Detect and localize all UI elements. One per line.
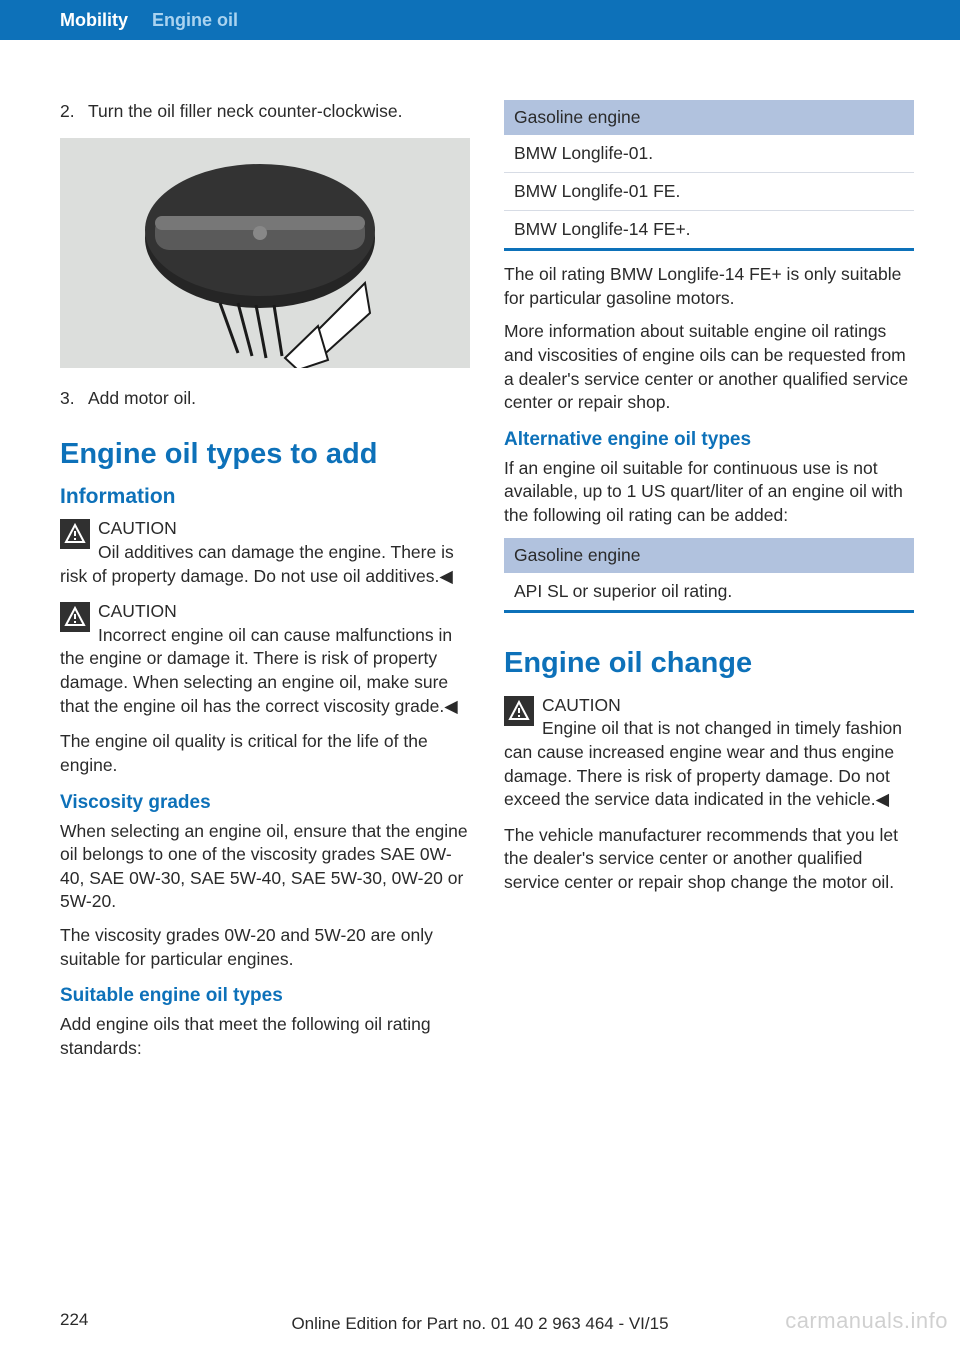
caution-label: CAUTION (98, 601, 177, 621)
header-section: Engine oil (152, 10, 238, 31)
right-p2: More information about suitable engine o… (504, 320, 914, 415)
heading-oil-change: Engine oil change (504, 647, 914, 680)
caution-icon (504, 696, 534, 726)
table-gasoline-engine: Gasoline engine BMW Longlife-01. BMW Lon… (504, 100, 914, 251)
caution-additives: CAUTION Oil additives can damage the eng… (60, 517, 470, 588)
caution-icon (60, 519, 90, 549)
watermark: carmanuals.info (785, 1308, 948, 1334)
table-row: BMW Longlife-01 FE. (504, 173, 914, 211)
heading-information: Information (60, 485, 470, 509)
step-3-text: Add motor oil. (88, 387, 196, 411)
header-chapter: Mobility (60, 10, 128, 31)
oil-quality-text: The engine oil quality is critical for t… (60, 730, 470, 777)
caution-oil-change: CAUTION Engine oil that is not changed i… (504, 694, 914, 812)
heading-suitable: Suitable engine oil types (60, 985, 470, 1007)
step-2: 2. Turn the oil filler neck counter-cloc… (60, 100, 470, 124)
table-row: API SL or superior oil rating. (504, 573, 914, 613)
step-2-num: 2. (60, 100, 88, 124)
header-bar: Mobility Engine oil (0, 0, 960, 40)
caution-wrong-oil: CAUTION Incorrect engine oil can cause m… (60, 600, 470, 718)
caution-label: CAUTION (542, 695, 621, 715)
alt-p: If an engine oil suitable for continuous… (504, 457, 914, 528)
table-header: Gasoline engine (504, 100, 914, 135)
right-p1: The oil rating BMW Longlife-14 FE+ is on… (504, 263, 914, 310)
right-column: Gasoline engine BMW Longlife-01. BMW Lon… (504, 100, 914, 1071)
caution-label: CAUTION (98, 518, 177, 538)
table-row: BMW Longlife-01. (504, 135, 914, 173)
page-content: 2. Turn the oil filler neck counter-cloc… (0, 40, 960, 1071)
step-2-text: Turn the oil filler neck counter-clockwi… (88, 100, 402, 124)
change-p: The vehicle manufacturer recommends that… (504, 824, 914, 895)
step-3: 3. Add motor oil. (60, 387, 470, 411)
left-column: 2. Turn the oil filler neck counter-cloc… (60, 100, 470, 1071)
caution-additives-text: Oil additives can damage the engine. The… (60, 542, 454, 586)
oil-cap-figure (60, 138, 470, 368)
suitable-p1: Add engine oils that meet the following … (60, 1013, 470, 1060)
caution-icon (60, 602, 90, 632)
caution-oil-change-text: Engine oil that is not changed in timely… (504, 718, 902, 809)
heading-types-to-add: Engine oil types to add (60, 438, 470, 471)
table-header: Gasoline engine (504, 538, 914, 573)
caution-wrong-oil-text: Incorrect engine oil can cause malfunc­t… (60, 625, 458, 716)
heading-alternative: Alternative engine oil types (504, 429, 914, 451)
step-3-num: 3. (60, 387, 88, 411)
viscosity-p2: The viscosity grades 0W-20 and 5W-20 are… (60, 924, 470, 971)
viscosity-p1: When selecting an engine oil, ensure tha… (60, 820, 470, 915)
table-alternative: Gasoline engine API SL or superior oil r… (504, 538, 914, 613)
table-row: BMW Longlife-14 FE+. (504, 211, 914, 251)
heading-viscosity: Viscosity grades (60, 792, 470, 814)
